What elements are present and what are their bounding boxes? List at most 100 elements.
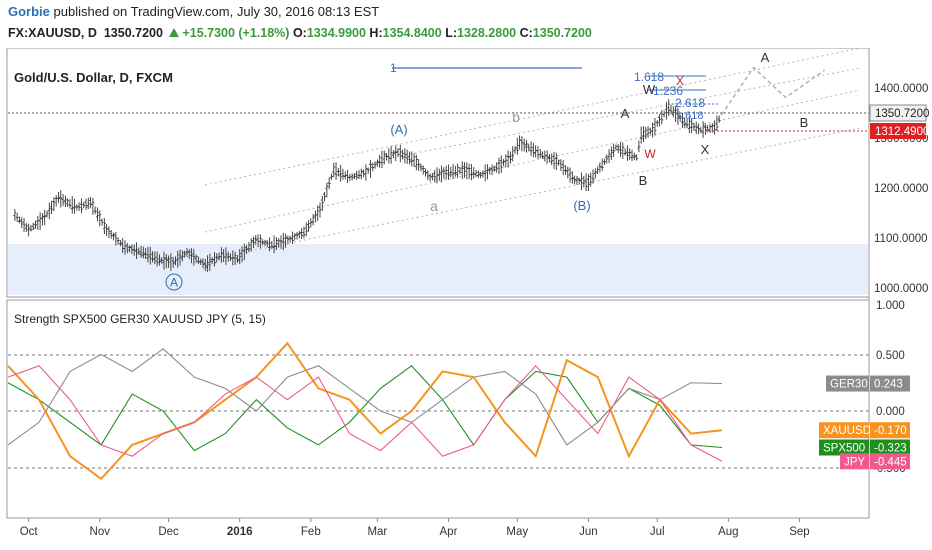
price-bar	[403, 148, 407, 164]
price-bar	[550, 153, 554, 166]
price-bar	[694, 121, 698, 135]
price-bar	[164, 254, 168, 269]
price-bar	[261, 239, 265, 246]
wave-label-b: b	[512, 109, 520, 125]
stop-price-tag-text: 1312.4900	[875, 126, 929, 138]
price-bar	[437, 168, 441, 181]
price-bar	[155, 251, 159, 267]
price-bar	[492, 165, 496, 172]
price-bar	[435, 167, 439, 184]
price-bar	[591, 169, 595, 184]
price-bar	[132, 244, 136, 256]
last-price-tag-text: 1350.7200	[875, 108, 929, 120]
price-bar	[50, 200, 54, 215]
price-bar	[185, 247, 189, 258]
wave-label-W-black: W	[643, 82, 656, 97]
price-bar	[320, 195, 324, 211]
price-bar	[405, 149, 409, 165]
price-bar	[190, 248, 194, 264]
stop-price-tag	[870, 123, 926, 139]
price-bar	[47, 202, 51, 220]
price-bar	[655, 120, 659, 127]
price-bar	[224, 247, 228, 265]
price-bar	[68, 199, 72, 209]
price-bar	[653, 118, 657, 136]
price-bar	[318, 202, 322, 218]
price-bar	[522, 138, 526, 152]
price-bar	[139, 245, 143, 258]
price-bar	[396, 148, 400, 157]
price-bar	[56, 192, 60, 203]
price-bar	[194, 254, 198, 264]
open-value: 1334.9900	[306, 26, 366, 40]
close-value: 1350.7200	[532, 26, 592, 40]
price-bar	[352, 173, 356, 180]
price-bar	[502, 159, 506, 166]
strength-tick-0: 0.000	[876, 406, 905, 418]
price-axis[interactable]: 1400.0000 1300.0000 1200.0000 1100.0000 …	[868, 48, 929, 300]
price-bar	[453, 165, 457, 177]
price-bar	[107, 226, 111, 239]
price-pane[interactable]: Gold/U.S. Dollar, D, FXCM A (A) (B) a b …	[6, 48, 870, 298]
price-bar	[100, 218, 104, 226]
wave-label-X-red: X	[676, 74, 684, 88]
price-bar	[715, 115, 719, 132]
price-bar	[251, 236, 255, 249]
price-bar	[687, 116, 691, 134]
wave-label-A-minor: A	[621, 106, 630, 121]
price-bar	[95, 207, 99, 222]
strength-line-xauusd	[7, 341, 723, 481]
price-bar	[332, 162, 336, 178]
price-bar	[421, 165, 425, 175]
indicator-axis[interactable]: 1.000 0.500 0.000 -0.500 GER300.243XAUUS…	[819, 300, 910, 475]
strength-tags: GER30 0.243 XAUUSD -0.170 SPX500 -0.323 JPY -0.…	[819, 375, 910, 470]
price-bar	[27, 223, 31, 237]
price-bar	[628, 148, 632, 160]
price-bar	[692, 122, 696, 131]
strength-tag-value: 0.243	[874, 379, 903, 391]
wave-label-a: a	[430, 198, 438, 214]
price-bar	[137, 247, 141, 255]
price-bar	[697, 123, 701, 135]
price-bar	[417, 159, 421, 171]
price-bar	[128, 245, 132, 253]
indicator-title: Strength SPX500 GER30 XAUUSD JPY (5, 15)	[14, 312, 266, 326]
price-bar	[162, 251, 166, 270]
price-bar	[602, 158, 606, 165]
price-bar	[605, 154, 609, 164]
price-bar	[304, 222, 308, 237]
price-bar	[210, 257, 214, 265]
publisher-name[interactable]: Gorbie	[8, 4, 50, 19]
price-bar	[13, 209, 17, 221]
price-bar	[644, 126, 648, 140]
price-bar	[625, 145, 629, 161]
price-bar	[258, 234, 262, 249]
strength-tag-jpy: JPY -0.445	[840, 453, 910, 470]
strength-lines	[7, 341, 723, 481]
price-bar	[577, 177, 581, 184]
time-axis[interactable]: Oct Nov Dec 2016 Feb Mar Apr May Jun Jul Aug Sep	[7, 517, 869, 538]
price-bar	[270, 240, 274, 250]
price-bar	[378, 154, 382, 168]
price-bar	[424, 168, 428, 177]
price-bar	[254, 235, 258, 245]
price-bar	[171, 257, 175, 268]
price-bar	[456, 163, 460, 179]
price-bars	[13, 99, 721, 272]
price-bar	[538, 148, 542, 159]
price-bar	[703, 123, 707, 135]
indicator-pane[interactable]: Strength SPX500 GER30 XAUUSD JPY (5, 15)	[6, 299, 870, 519]
price-bar	[596, 166, 600, 175]
price-bar	[364, 164, 368, 181]
price-bar	[508, 151, 512, 164]
fib-label-1618b: 1.618	[676, 110, 704, 122]
chart-area[interactable]: Gold/U.S. Dollar, D, FXCM A (A) (B) a b …	[0, 48, 932, 550]
price-bar	[419, 163, 423, 172]
price-bar	[619, 142, 623, 158]
price-bar	[495, 162, 499, 173]
price-bar	[238, 249, 242, 265]
price-bar	[515, 137, 519, 155]
time-tick-label: May	[506, 526, 528, 538]
symbol-line: FX:XAUUSD, D 1350.7200 +15.7300 (+1.18%)…	[8, 26, 592, 40]
last-price-tag	[869, 104, 927, 122]
